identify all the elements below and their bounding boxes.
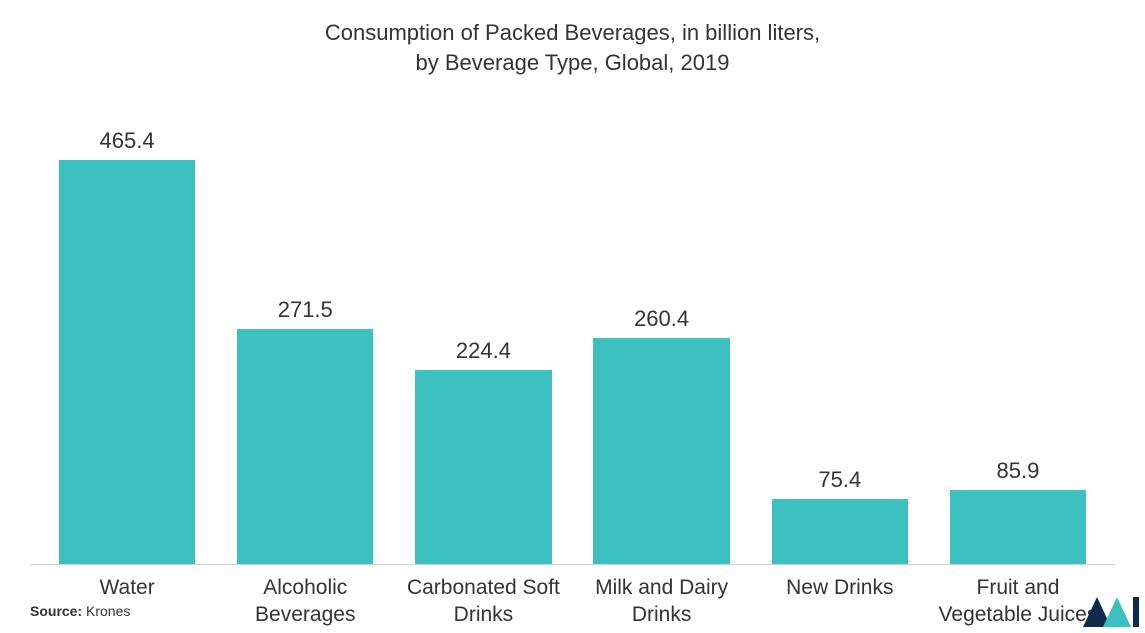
bar-value-label: 85.9 [997,458,1040,484]
source-label: Source: [30,603,82,619]
bar-column: 85.9 [929,95,1107,564]
bar-value-label: 271.5 [278,297,333,323]
bar [593,338,729,564]
x-axis-labels: WaterAlcoholic BeveragesCarbonated Soft … [30,565,1115,628]
bar-value-label: 260.4 [634,306,689,332]
bar [950,490,1086,565]
bar-value-label: 224.4 [456,338,511,364]
category-label: Fruit and Vegetable Juices [929,575,1107,628]
category-label: Water [38,575,216,628]
chart-container: Consumption of Packed Beverages, in bill… [0,0,1145,633]
bar-column: 271.5 [216,95,394,564]
bar-value-label: 465.4 [100,128,155,154]
chart-title: Consumption of Packed Beverages, in bill… [30,18,1115,77]
bar-column: 224.4 [394,95,572,564]
source-name: Krones [86,603,130,619]
source-attribution: Source: Krones [30,603,130,619]
category-label: Milk and Dairy Drinks [573,575,751,628]
category-label: New Drinks [751,575,929,628]
brand-logo-icon [1083,593,1139,627]
category-label: Alcoholic Beverages [216,575,394,628]
chart-title-line1: Consumption of Packed Beverages, in bill… [30,18,1115,48]
bar-value-label: 75.4 [818,467,861,493]
category-label: Carbonated Soft Drinks [394,575,572,628]
bar-chart: 465.4 271.5 224.4 260.4 75.4 85.9 [30,95,1115,565]
bar-column: 465.4 [38,95,216,564]
bar-column: 260.4 [573,95,751,564]
chart-title-line2: by Beverage Type, Global, 2019 [30,48,1115,78]
bar [59,160,195,564]
bar [415,370,551,565]
bar [772,499,908,564]
bar [237,329,373,565]
bar-column: 75.4 [751,95,929,564]
